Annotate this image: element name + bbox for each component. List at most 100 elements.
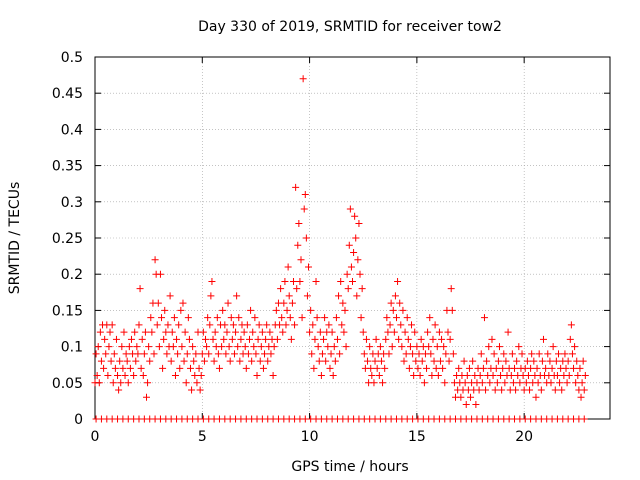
data-point: [411, 328, 419, 336]
data-point: [309, 321, 317, 329]
data-point: [176, 364, 184, 372]
data-point: [249, 328, 257, 336]
data-point: [436, 357, 444, 365]
data-point: [164, 321, 172, 329]
data-point: [210, 357, 218, 365]
data-point: [553, 372, 561, 380]
data-point: [548, 364, 556, 372]
data-point: [429, 335, 437, 343]
data-point: [227, 314, 235, 322]
data-point: [410, 372, 418, 380]
data-point: [108, 321, 116, 329]
data-point: [169, 343, 177, 351]
data-point: [137, 364, 145, 372]
data-point: [549, 343, 557, 351]
data-point: [476, 372, 484, 380]
data-point: [139, 372, 147, 380]
data-point: [294, 241, 302, 249]
data-point: [561, 350, 569, 358]
data-point: [485, 343, 493, 351]
data-point: [102, 350, 110, 358]
data-point: [387, 299, 395, 307]
data-point: [310, 364, 318, 372]
data-point: [296, 277, 304, 285]
data-point: [498, 386, 506, 394]
data-point: [191, 372, 199, 380]
data-point: [358, 285, 366, 293]
data-point: [143, 393, 150, 401]
data-point: [577, 393, 585, 401]
data-point: [289, 277, 297, 285]
data-point: [97, 357, 105, 365]
data-point: [118, 343, 126, 351]
data-point: [449, 350, 457, 358]
data-point: [278, 314, 286, 322]
data-point: [313, 314, 321, 322]
data-point: [95, 379, 103, 387]
data-point: [532, 393, 540, 401]
data-point: [163, 350, 171, 358]
data-point: [580, 415, 588, 423]
data-point: [329, 372, 337, 380]
data-point: [448, 306, 456, 314]
data-point: [383, 314, 391, 322]
data-point: [483, 357, 491, 365]
data-point: [150, 350, 158, 358]
data-point: [119, 364, 127, 372]
data-point: [440, 343, 448, 351]
data-point: [364, 357, 372, 365]
data-point: [235, 314, 243, 322]
data-point: [562, 364, 570, 372]
data-point: [255, 321, 263, 329]
data-point: [267, 350, 275, 358]
data-point: [442, 350, 450, 358]
data-point: [508, 350, 516, 358]
data-point: [382, 335, 390, 343]
data-point: [376, 343, 384, 351]
data-point: [578, 379, 586, 387]
data-point: [412, 357, 420, 365]
y-tick-label: 0.4: [61, 122, 83, 138]
data-point: [100, 364, 108, 372]
data-point: [107, 357, 115, 365]
data-point: [342, 343, 350, 351]
data-point: [401, 328, 409, 336]
data-point: [276, 321, 284, 329]
data-point: [105, 343, 113, 351]
data-point: [354, 256, 362, 264]
data-point: [198, 350, 206, 358]
data-point: [396, 299, 404, 307]
data-point: [574, 372, 582, 380]
data-point: [253, 372, 261, 380]
data-point: [377, 357, 385, 365]
data-point: [131, 328, 139, 336]
data-point: [492, 364, 500, 372]
data-point: [500, 350, 508, 358]
data-point: [179, 299, 187, 307]
y-axis: 0 0.05 0.1 0.15 0.2 0.25 0.3 0.35 0.4 0.45 0.5: [52, 50, 610, 428]
data-point: [439, 364, 447, 372]
data-point: [200, 357, 208, 365]
y-tick-label: 0.5: [61, 50, 83, 66]
data-point: [186, 364, 194, 372]
data-point: [293, 285, 301, 293]
data-point: [316, 328, 324, 336]
data-point: [207, 292, 215, 300]
data-point: [397, 321, 405, 329]
chart-title: Day 330 of 2019, SRMTID for receiver tow…: [198, 19, 502, 35]
data-point: [385, 350, 393, 358]
data-point: [337, 277, 345, 285]
data-point: [287, 335, 295, 343]
data-point: [178, 343, 186, 351]
data-point: [279, 328, 287, 336]
data-point: [370, 379, 378, 387]
data-point: [283, 306, 291, 314]
data-point: [563, 379, 571, 387]
data-point: [240, 328, 248, 336]
data-point: [160, 335, 168, 343]
data-point: [224, 299, 232, 307]
data-point: [254, 335, 262, 343]
data-point: [444, 328, 452, 336]
data-point: [199, 328, 207, 336]
data-point: [305, 263, 313, 271]
